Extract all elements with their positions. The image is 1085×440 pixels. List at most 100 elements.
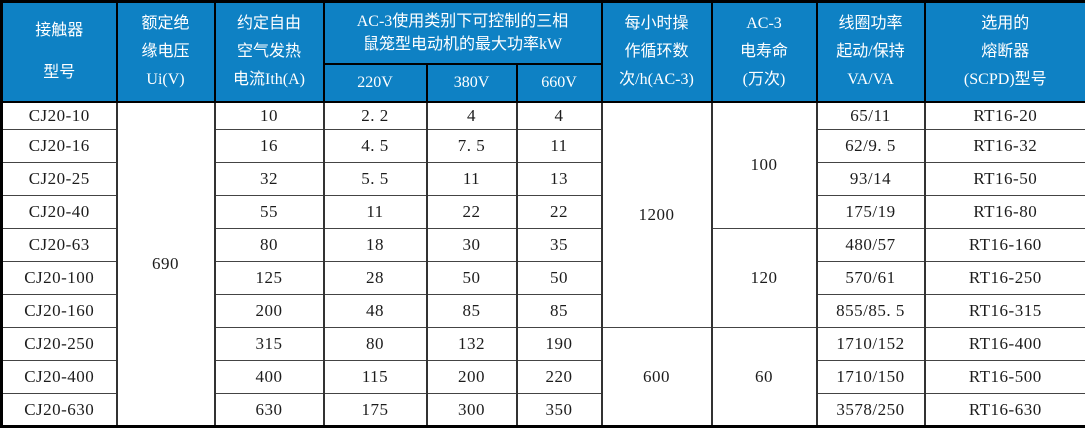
cell-power-220v: 4. 5 (322, 129, 428, 163)
cell-model: CJ20-10 (0, 101, 118, 130)
cell-fuse: RT16-160 (923, 228, 1085, 262)
cell-model: CJ20-160 (0, 294, 118, 328)
cell-power-220v: 2. 2 (322, 101, 428, 130)
cell-thermal-current: 55 (213, 195, 325, 229)
cell-power-380v: 200 (425, 360, 518, 394)
table-row: CJ20-160 200 48 85 85 855/85. 5 RT16-315 (0, 294, 1085, 328)
cell-electrical-life: 60 (710, 327, 818, 427)
col-header-thermal-current: 约定自由 空气发热 电流Ith(A) (213, 0, 325, 103)
cell-power-220v: 115 (322, 360, 428, 394)
cell-coil-power: 480/57 (815, 228, 926, 262)
table-row: CJ20-100 125 28 50 50 570/61 RT16-250 (0, 261, 1085, 295)
table-row: CJ20-630 630 175 300 350 3578/250 RT16-6… (0, 393, 1085, 427)
cell-model: CJ20-16 (0, 129, 118, 163)
cell-power-220v: 5. 5 (322, 162, 428, 196)
cell-coil-power: 175/19 (815, 195, 926, 229)
col-header-fuse: 选用的 熔断器 (SCPD)型号 (923, 0, 1085, 103)
table-row: CJ20-10 690 10 2. 2 4 4 1200 100 65/11 R… (0, 101, 1085, 427)
cell-model: CJ20-100 (0, 261, 118, 295)
col-header-insulation-voltage: 额定绝 缘电压 Ui(V) (115, 0, 216, 103)
header-row-voltages: 220V 380V 660V (2, 62, 1085, 103)
cell-coil-power: 93/14 (815, 162, 926, 196)
cell-fuse: RT16-80 (923, 195, 1085, 229)
table-row: CJ20-400 400 115 200 220 1710/150 RT16-5… (0, 360, 1085, 394)
cell-power-220v: 175 (322, 393, 428, 427)
cell-model: CJ20-630 (0, 393, 118, 427)
col-header-220v: 220V (322, 62, 428, 103)
cell-power-380v: 300 (425, 393, 518, 427)
cell-power-220v: 80 (322, 327, 428, 361)
cell-model: CJ20-250 (0, 327, 118, 361)
table-row: CJ20-40 55 11 22 22 175/19 RT16-80 (0, 195, 1085, 229)
cell-coil-power: 855/85. 5 (815, 294, 926, 328)
cell-coil-power: 65/11 (815, 101, 926, 130)
cell-thermal-current: 125 (213, 261, 325, 295)
cell-power-220v: 48 (322, 294, 428, 328)
cell-power-660v: 220 (515, 360, 603, 394)
cell-thermal-current: 16 (213, 129, 325, 163)
cell-electrical-life: 100 (710, 101, 818, 229)
cell-power-380v: 4 (425, 101, 518, 130)
cell-fuse: RT16-32 (923, 129, 1085, 163)
cell-power-380v: 30 (425, 228, 518, 262)
table-row: CJ20-250 315 80 132 190 600 60 1710/152 … (0, 327, 1085, 427)
cell-power-660v: 85 (515, 294, 603, 328)
col-header-electrical-life: AC-3 电寿命 (万次) (710, 0, 818, 103)
cell-power-660v: 350 (515, 393, 603, 427)
cell-fuse: RT16-400 (923, 327, 1085, 361)
cell-power-660v: 22 (515, 195, 603, 229)
col-header-model: 接触器 型号 (0, 0, 118, 103)
col-header-660v: 660V (515, 62, 603, 103)
cell-power-380v: 7. 5 (425, 129, 518, 163)
cell-power-660v: 11 (515, 129, 603, 163)
cell-cycles-per-hour: 1200 (600, 101, 713, 328)
contactor-spec-table: 接触器 型号 额定绝 缘电压 Ui(V) 约定自由 空气发热 电流Ith(A) … (0, 0, 1085, 428)
table-row: CJ20-25 32 5. 5 11 13 93/14 RT16-50 (0, 162, 1085, 196)
col-header-max-power-group: AC-3使用类别下可控制的三相 鼠笼型电动机的最大功率kW (322, 0, 603, 65)
cell-power-220v: 18 (322, 228, 428, 262)
cell-thermal-current: 200 (213, 294, 325, 328)
cell-thermal-current: 10 (213, 101, 325, 130)
table-row: CJ20-16 16 4. 5 7. 5 11 62/9. 5 RT16-32 (0, 129, 1085, 163)
cell-power-220v: 11 (322, 195, 428, 229)
cell-coil-power: 62/9. 5 (815, 129, 926, 163)
cell-coil-power: 1710/150 (815, 360, 926, 394)
table-row: CJ20-63 80 18 30 35 120 480/57 RT16-160 (0, 228, 1085, 328)
cell-electrical-life: 120 (710, 228, 818, 328)
col-header-380v: 380V (425, 62, 518, 103)
cell-model: CJ20-63 (0, 228, 118, 262)
cell-thermal-current: 80 (213, 228, 325, 262)
cell-power-660v: 190 (515, 327, 603, 361)
cell-insulation-voltage: 690 (115, 101, 216, 427)
cell-power-660v: 4 (515, 101, 603, 130)
cell-cycles-per-hour: 600 (600, 327, 713, 427)
cell-power-220v: 28 (322, 261, 428, 295)
cell-fuse: RT16-50 (923, 162, 1085, 196)
cell-power-380v: 85 (425, 294, 518, 328)
cell-coil-power: 570/61 (815, 261, 926, 295)
cell-power-660v: 13 (515, 162, 603, 196)
cell-fuse: RT16-315 (923, 294, 1085, 328)
cell-power-380v: 11 (425, 162, 518, 196)
col-header-cycles-per-hour: 每小时操 作循环数 次/h(AC-3) (600, 0, 713, 103)
cell-thermal-current: 400 (213, 360, 325, 394)
cell-model: CJ20-400 (0, 360, 118, 394)
cell-thermal-current: 32 (213, 162, 325, 196)
cell-fuse: RT16-500 (923, 360, 1085, 394)
cell-model: CJ20-25 (0, 162, 118, 196)
table-header: 接触器 型号 额定绝 缘电压 Ui(V) 约定自由 空气发热 电流Ith(A) … (0, 0, 1085, 103)
cell-coil-power: 3578/250 (815, 393, 926, 427)
header-row-main: 接触器 型号 额定绝 缘电压 Ui(V) 约定自由 空气发热 电流Ith(A) … (0, 0, 1085, 103)
cell-coil-power: 1710/152 (815, 327, 926, 361)
cell-power-660v: 50 (515, 261, 603, 295)
cell-fuse: RT16-250 (923, 261, 1085, 295)
col-header-coil-power: 线圈功率 起动/保持 VA/VA (815, 0, 926, 103)
cell-thermal-current: 630 (213, 393, 325, 427)
cell-power-380v: 50 (425, 261, 518, 295)
cell-power-380v: 132 (425, 327, 518, 361)
cell-power-660v: 35 (515, 228, 603, 262)
cell-fuse: RT16-20 (923, 101, 1085, 130)
cell-thermal-current: 315 (213, 327, 325, 361)
cell-power-380v: 22 (425, 195, 518, 229)
